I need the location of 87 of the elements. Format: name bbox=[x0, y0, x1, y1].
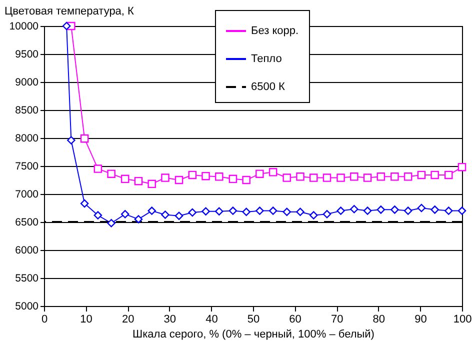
point bbox=[188, 208, 197, 217]
point bbox=[174, 176, 184, 184]
point bbox=[228, 174, 238, 184]
point bbox=[444, 206, 453, 215]
point bbox=[62, 22, 71, 30]
point bbox=[268, 168, 278, 176]
point bbox=[458, 206, 466, 215]
point bbox=[444, 170, 453, 180]
y-tick-label: 8500 bbox=[15, 104, 39, 116]
point bbox=[417, 204, 426, 212]
point bbox=[215, 172, 224, 181]
point bbox=[404, 172, 412, 181]
x-tick-label: 50 bbox=[247, 314, 260, 326]
point bbox=[107, 170, 116, 178]
legend-label: Тепло bbox=[251, 53, 282, 65]
point bbox=[309, 211, 318, 220]
y-tick-label: 6500 bbox=[15, 216, 39, 228]
point bbox=[282, 208, 291, 216]
x-tick-label: 70 bbox=[330, 314, 344, 326]
point bbox=[404, 206, 412, 215]
point bbox=[296, 172, 304, 181]
legend-label: 6500 К bbox=[251, 81, 286, 93]
point bbox=[94, 211, 102, 220]
point bbox=[363, 206, 372, 215]
y-tick-label: 5500 bbox=[15, 272, 39, 284]
point bbox=[67, 136, 76, 144]
x-axis-title: Шкала серого, % (0% – черный, 100% – белый) bbox=[132, 328, 374, 340]
point bbox=[390, 172, 399, 181]
point bbox=[309, 174, 318, 182]
y-axis-title: Цветовая температура, К bbox=[4, 6, 135, 18]
point bbox=[80, 199, 89, 208]
x-tick-label: 60 bbox=[289, 314, 302, 326]
y-tick-label: 6000 bbox=[15, 244, 39, 256]
point bbox=[336, 174, 345, 182]
x-tick-label: 20 bbox=[122, 314, 134, 326]
y-tick-label: 9000 bbox=[15, 76, 39, 88]
x-tick-label: 30 bbox=[164, 314, 176, 326]
point bbox=[120, 210, 130, 218]
point bbox=[390, 206, 399, 214]
point bbox=[148, 180, 156, 188]
point bbox=[256, 170, 264, 178]
point bbox=[336, 206, 345, 215]
point bbox=[174, 212, 184, 220]
point bbox=[322, 210, 332, 218]
point bbox=[161, 174, 170, 182]
point bbox=[296, 208, 304, 216]
legend-label: Без корр. bbox=[251, 25, 299, 37]
x-tick-label: 10 bbox=[80, 314, 92, 326]
x-tick-label: 100 bbox=[453, 314, 472, 326]
point bbox=[120, 174, 130, 184]
y-tick-label: 9500 bbox=[15, 48, 39, 60]
x-tick-label: 40 bbox=[206, 314, 218, 326]
point bbox=[376, 172, 386, 181]
point bbox=[376, 206, 386, 214]
point bbox=[228, 206, 238, 215]
point bbox=[134, 176, 143, 186]
y-tick-label: 5000 bbox=[15, 300, 39, 312]
y-tick-label: 7000 bbox=[15, 188, 39, 200]
point bbox=[363, 174, 372, 182]
point bbox=[430, 170, 439, 180]
point bbox=[322, 174, 332, 182]
y-tick-label: 7500 bbox=[15, 160, 39, 172]
point bbox=[134, 215, 143, 224]
point bbox=[215, 207, 224, 216]
point bbox=[350, 204, 358, 214]
point bbox=[242, 176, 250, 184]
y-tick-label: 8000 bbox=[15, 132, 39, 144]
point bbox=[430, 206, 439, 214]
point bbox=[242, 208, 250, 216]
point bbox=[94, 164, 102, 173]
point bbox=[161, 210, 170, 219]
y-tick-label: 10000 bbox=[9, 20, 39, 32]
point bbox=[107, 218, 116, 228]
point bbox=[417, 170, 426, 180]
point bbox=[256, 206, 264, 215]
point bbox=[202, 172, 210, 180]
x-tick-label: 0 bbox=[41, 314, 48, 326]
point bbox=[282, 174, 291, 182]
x-tick-label: 90 bbox=[414, 314, 427, 326]
point bbox=[458, 162, 466, 172]
point bbox=[188, 170, 197, 180]
x-tick-label: 80 bbox=[372, 314, 386, 326]
point bbox=[350, 172, 358, 181]
point bbox=[148, 206, 156, 215]
point bbox=[80, 134, 89, 143]
point bbox=[268, 206, 278, 215]
point bbox=[202, 207, 210, 216]
